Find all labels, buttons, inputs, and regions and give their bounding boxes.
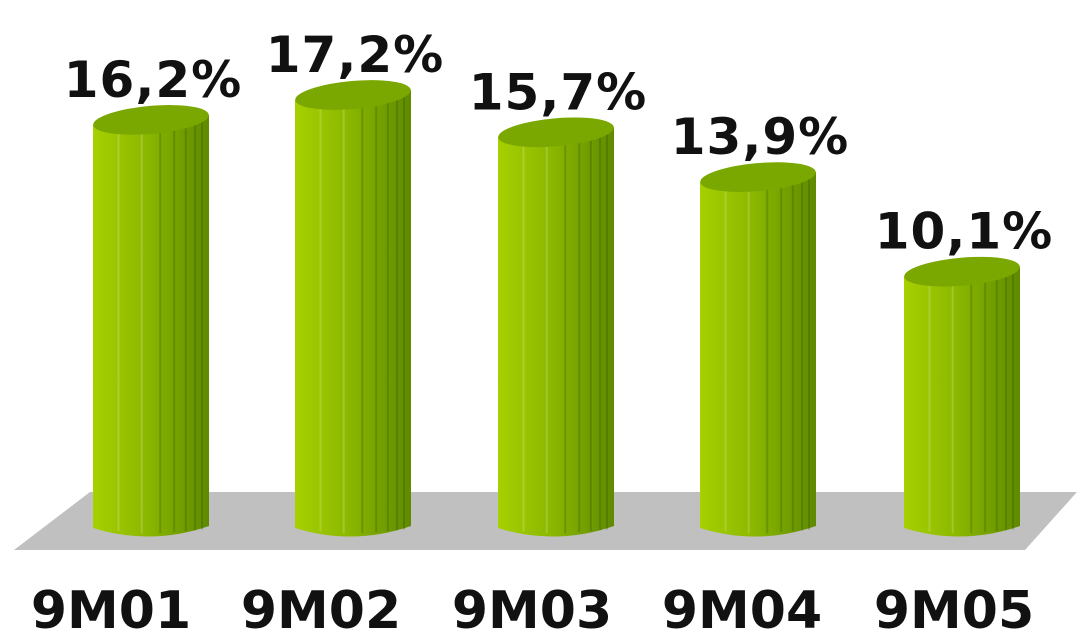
category-label: 9M05 bbox=[874, 581, 1034, 634]
bar-9m03 bbox=[498, 117, 614, 537]
bar-top-cap bbox=[700, 162, 816, 192]
bar-top-cap bbox=[904, 256, 1020, 287]
bar-body bbox=[93, 114, 209, 537]
bar-body bbox=[295, 90, 411, 537]
bar-9m04 bbox=[700, 162, 816, 537]
bar-top-cap bbox=[93, 105, 209, 135]
category-label: 9M01 bbox=[31, 581, 191, 634]
category-labels-layer: 9M01 9M02 9M03 9M04 9M05 bbox=[31, 581, 1034, 639]
value-labels-layer: 16,2% 17,2% 15,7% 13,9% 10,1% bbox=[64, 26, 1053, 261]
bar-9m02 bbox=[295, 80, 411, 537]
bar-top-cap bbox=[295, 80, 411, 110]
bars-layer bbox=[93, 80, 1020, 537]
value-label: 17,2% bbox=[266, 26, 444, 84]
category-label: 9M03 bbox=[452, 581, 612, 634]
category-label: 9M04 bbox=[662, 581, 822, 634]
bar-body bbox=[700, 172, 816, 537]
value-label: 13,9% bbox=[671, 108, 849, 166]
bar-9m01 bbox=[93, 105, 209, 537]
category-label: 9M02 bbox=[241, 581, 401, 634]
bar-body bbox=[904, 266, 1020, 537]
bar-top-cap bbox=[498, 117, 614, 148]
value-label: 15,7% bbox=[469, 63, 647, 121]
value-label: 10,1% bbox=[875, 203, 1053, 261]
value-label: 16,2% bbox=[64, 51, 242, 109]
bar-body bbox=[498, 127, 614, 537]
bar-9m05 bbox=[904, 256, 1020, 537]
